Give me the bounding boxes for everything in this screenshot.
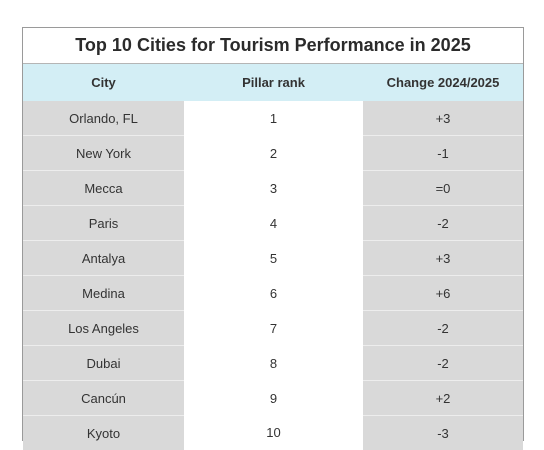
cell-pillar-rank: 9	[184, 380, 363, 416]
cell-pillar-rank: 5	[184, 240, 363, 276]
table-row: Antalya 5 +3	[23, 240, 523, 276]
cell-change: -2	[363, 345, 523, 381]
cell-city: Paris	[23, 205, 184, 241]
cell-city: Kyoto	[23, 415, 184, 450]
cell-city: Cancún	[23, 380, 184, 416]
cell-pillar-rank: 10	[184, 415, 363, 450]
cell-change: -2	[363, 205, 523, 241]
cell-change: -1	[363, 135, 523, 171]
cell-city: Los Angeles	[23, 310, 184, 346]
table-row: New York 2 -1	[23, 135, 523, 171]
header-change: Change 2024/2025	[363, 64, 523, 101]
cell-city: Medina	[23, 275, 184, 311]
cell-pillar-rank: 4	[184, 205, 363, 241]
table-title: Top 10 Cities for Tourism Performance in…	[23, 28, 523, 64]
table-row: Paris 4 -2	[23, 205, 523, 241]
table-row: Kyoto 10 -3	[23, 415, 523, 450]
cell-change: -2	[363, 310, 523, 346]
data-table: City Pillar rank Change 2024/2025 Orland…	[23, 64, 523, 450]
table-row: Cancún 9 +2	[23, 380, 523, 416]
cell-change: +3	[363, 101, 523, 136]
table-row: Los Angeles 7 -2	[23, 310, 523, 346]
cell-change: +3	[363, 240, 523, 276]
cell-city: Antalya	[23, 240, 184, 276]
table-body: Orlando, FL 1 +3 New York 2 -1 Mecca 3 =0 Paris 4-…	[23, 101, 523, 450]
cell-change: -3	[363, 415, 523, 450]
cell-pillar-rank: 7	[184, 310, 363, 346]
cell-change: =0	[363, 170, 523, 206]
tourism-table: Top 10 Cities for Tourism Performance in…	[22, 27, 524, 450]
header-row: City Pillar rank Change 2024/2025	[23, 64, 523, 101]
cell-city: New York	[23, 135, 184, 171]
header-city: City	[23, 64, 184, 101]
cell-city: Mecca	[23, 170, 184, 206]
cell-city: Orlando, FL	[23, 101, 184, 136]
header-pillar-rank: Pillar rank	[184, 64, 363, 101]
table-row: Orlando, FL 1 +3	[23, 101, 523, 136]
cell-pillar-rank: 2	[184, 135, 363, 171]
cell-pillar-rank: 1	[184, 101, 363, 136]
cell-change: +6	[363, 275, 523, 311]
cell-pillar-rank: 3	[184, 170, 363, 206]
cell-pillar-rank: 6	[184, 275, 363, 311]
table-row: Mecca 3 =0	[23, 170, 523, 206]
table-row: Medina 6 +6	[23, 275, 523, 311]
cell-pillar-rank: 8	[184, 345, 363, 381]
cell-change: +2	[363, 380, 523, 416]
table-row: Dubai 8 -2	[23, 345, 523, 381]
cell-city: Dubai	[23, 345, 184, 381]
table-header: City Pillar rank Change 2024/2025	[23, 64, 523, 101]
